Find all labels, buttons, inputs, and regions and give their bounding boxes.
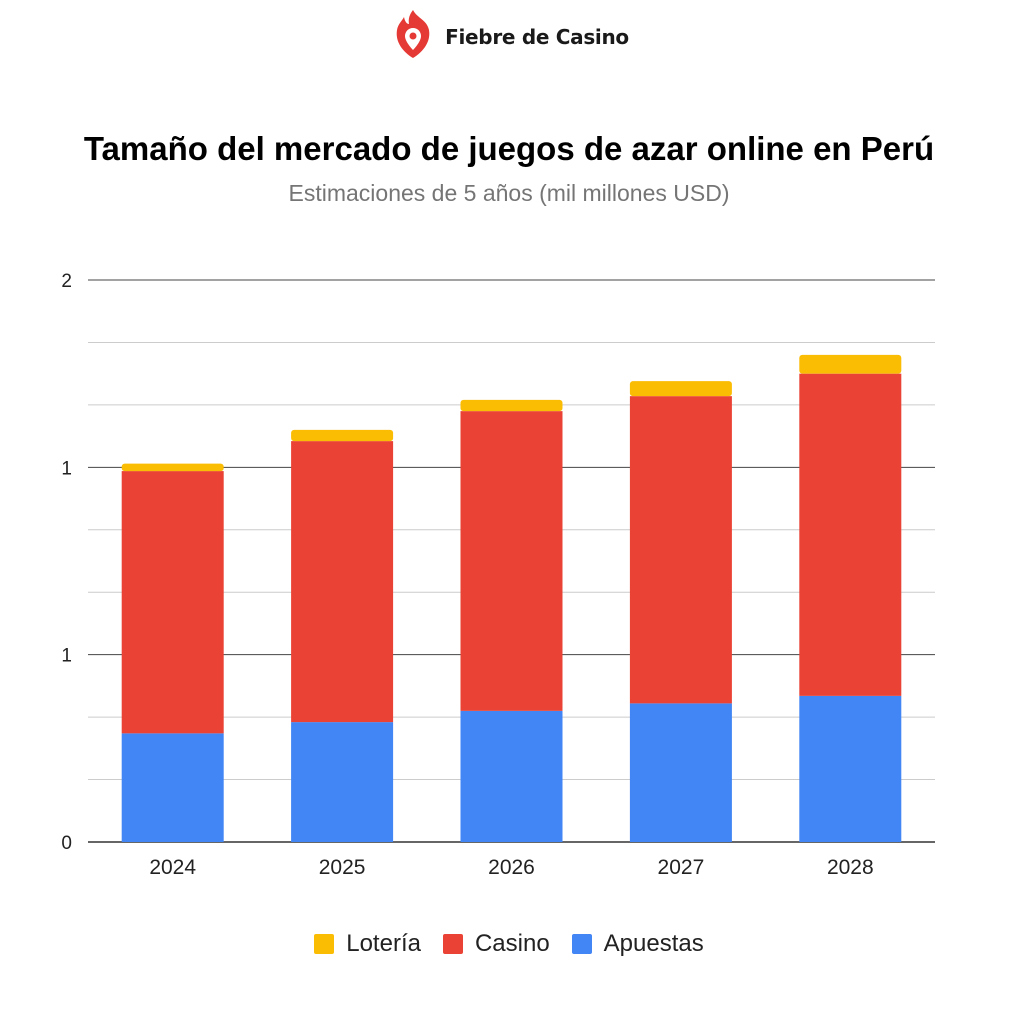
bar-segment-casino-2027 (629, 396, 732, 704)
legend-label-apuestas: Apuestas (603, 930, 704, 957)
bar-segment-casino-2028 (799, 373, 902, 696)
bar-segment-apuestas-2027 (629, 703, 732, 842)
y-tick-label: 0 (61, 833, 72, 854)
bar-segment-apuestas-2024 (121, 733, 224, 842)
x-tick-label: 2027 (658, 856, 705, 879)
legend-swatch-casino (442, 934, 463, 954)
brand-header: Fiebre de Casino (0, 8, 1018, 66)
bar-segment-apuestas-2028 (799, 695, 902, 842)
y-tick-label: 1 (61, 646, 72, 667)
legend-item-casino[interactable]: Casino (442, 930, 550, 958)
bar-segment-apuestas-2025 (291, 722, 394, 842)
bar-segment-lotera-2028 (799, 354, 902, 374)
legend-swatch-loteria (314, 934, 335, 954)
bar-segment-apuestas-2026 (460, 710, 563, 842)
bar-segment-casino-2026 (460, 411, 563, 711)
chart-subtitle: Estimaciones de 5 años (mil millones USD… (288, 180, 730, 206)
bar-segment-lotera-2025 (291, 429, 394, 442)
legend-label-loteria: Lotería (346, 930, 421, 957)
x-tick-label: 2028 (827, 856, 874, 879)
brand-name: Fiebre de Casino (445, 25, 629, 49)
bar-segment-lotera-2026 (460, 399, 563, 412)
legend-item-loteria[interactable]: Lotería (314, 930, 421, 958)
legend-label-casino: Casino (474, 930, 550, 957)
y-tick-label: 2 (61, 271, 72, 292)
bar-segment-casino-2025 (291, 441, 394, 723)
legend-item-apuestas[interactable]: Apuestas (571, 930, 704, 958)
chart-legend: Lotería Casino Apuestas (0, 930, 1018, 958)
x-tick-label: 2025 (319, 856, 366, 879)
bar-segment-lotera-2024 (121, 463, 224, 472)
bar-segment-lotera-2027 (629, 381, 732, 397)
legend-swatch-apuestas (571, 934, 592, 954)
x-tick-label: 2024 (149, 856, 196, 879)
bar-segment-casino-2024 (121, 471, 224, 734)
chart-title: Tamaño del mercado de juegos de azar onl… (83, 130, 935, 167)
y-tick-label: 1 (61, 458, 72, 479)
x-tick-label: 2026 (488, 856, 535, 879)
flame-location-pin-icon (389, 8, 437, 67)
